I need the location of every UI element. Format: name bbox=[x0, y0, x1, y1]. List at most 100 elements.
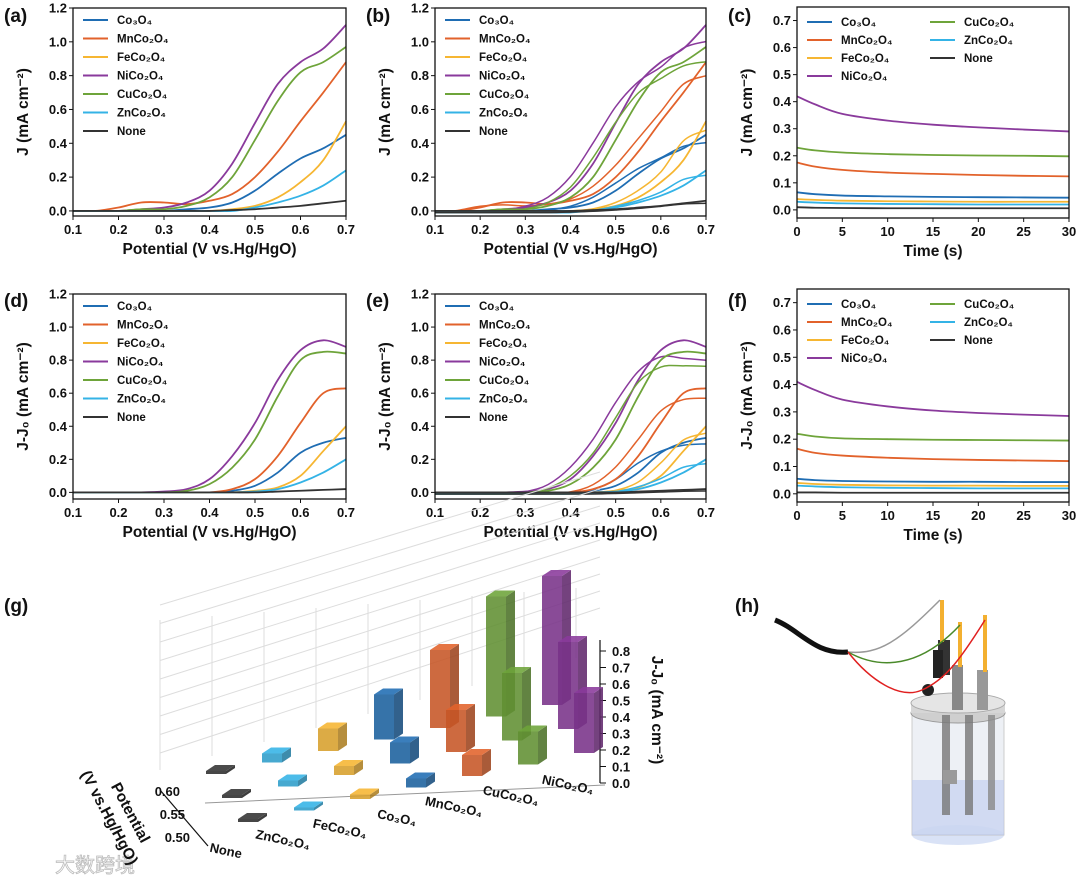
bar-top bbox=[558, 636, 587, 642]
grid-line bbox=[159, 573, 601, 717]
grid-line bbox=[159, 539, 601, 680]
x-tick-label: 30 bbox=[1062, 224, 1076, 239]
x-tick-label: 15 bbox=[926, 508, 940, 523]
bar-Co3O4-0.60 bbox=[374, 688, 403, 740]
series-line-NiCo2O4 bbox=[796, 381, 1070, 417]
legend: Co₃O₄ MnCo₂O₄ FeCo₂O₄ NiCo₂O₄ CuCo₂O₄ ZnCo₂O₄… bbox=[83, 15, 168, 138]
y-axis-label: J-J₀ (mA cm⁻²) bbox=[739, 341, 756, 449]
grid-line bbox=[159, 471, 601, 606]
chart-panel-a: (a) 0.1 0.2 0.3 0.4 0.5 0.6 0.7 0.0 0.2 0.4 0.6 0.8 1… bbox=[4, 1, 355, 259]
bar-side bbox=[426, 772, 435, 788]
series-line-FeCo2O4 bbox=[435, 425, 707, 494]
bar-front bbox=[294, 807, 314, 811]
legend: Co₃O₄ MnCo₂O₄ FeCo₂O₄ NiCo₂O₄ CuCo₂O₄ ZnCo₂O₄… bbox=[445, 15, 530, 138]
panel-label: (f) bbox=[728, 291, 747, 312]
bar-top bbox=[206, 765, 235, 771]
connector bbox=[922, 684, 934, 696]
bar-front bbox=[206, 771, 226, 774]
x-tick-label: 0.2 bbox=[109, 505, 127, 520]
electrochemical-cell-schematic: (h) bbox=[735, 596, 1006, 845]
bar-top bbox=[262, 747, 291, 754]
bar-front bbox=[374, 694, 394, 740]
wire-red bbox=[847, 619, 986, 694]
z-axis-label: J-J₀ (mA cm⁻²) bbox=[648, 656, 665, 764]
bar-side bbox=[394, 688, 403, 740]
legend-label-None: None bbox=[964, 53, 993, 65]
x-axis-label: Potential (V vs.Hg/HgO) bbox=[123, 524, 297, 541]
series-line-Co3O4 bbox=[73, 134, 347, 212]
bar-front bbox=[430, 650, 450, 728]
y-tick-label: 1.0 bbox=[49, 34, 67, 49]
bar-front bbox=[350, 794, 370, 799]
legend-label-MnCo2O4: MnCo₂O₄ bbox=[479, 34, 530, 46]
y-tick-label: 0.6 bbox=[773, 322, 791, 337]
y-tick-label: 0.0 bbox=[49, 485, 67, 500]
y-tick-label: 1.0 bbox=[411, 34, 429, 49]
legend-label-FeCo2O4: FeCo₂O₄ bbox=[117, 52, 165, 64]
bar-side bbox=[370, 788, 379, 799]
series-line-None bbox=[796, 206, 1069, 210]
bar-top bbox=[238, 813, 267, 819]
x-axis-label: Time (s) bbox=[903, 527, 962, 544]
x-tick-label: 0 bbox=[793, 224, 800, 239]
potential-tick-label: 0.55 bbox=[160, 807, 185, 822]
y-axis-label: J-J₀ (mA cm⁻²) bbox=[377, 342, 394, 450]
x-tick-label: 0.7 bbox=[337, 505, 355, 520]
bar-side bbox=[298, 774, 307, 787]
legend-label-NiCo2O4: NiCo₂O₄ bbox=[841, 353, 887, 365]
counter-electrode bbox=[977, 670, 988, 710]
x-tick-label: 0.5 bbox=[607, 505, 625, 520]
y-axis-label: J (mA cm⁻²) bbox=[377, 68, 394, 156]
legend-label-None: None bbox=[117, 412, 146, 424]
y-tick-label: 0.7 bbox=[773, 295, 791, 310]
bar-front bbox=[390, 742, 410, 764]
bar-top bbox=[486, 590, 515, 597]
legend-label-Co3O4: Co₃O₄ bbox=[841, 299, 876, 311]
bar-side bbox=[354, 760, 363, 775]
legend-label-Co3O4: Co₃O₄ bbox=[479, 15, 514, 27]
x-tick-label: 10 bbox=[880, 224, 894, 239]
legend-label-CuCo2O4: CuCo₂O₄ bbox=[964, 299, 1014, 311]
y-tick-label: 0.1 bbox=[773, 175, 791, 190]
legend-label-FeCo2O4: FeCo₂O₄ bbox=[117, 338, 165, 350]
y-axis-label: J (mA cm⁻²) bbox=[15, 68, 32, 156]
x-tick-label: 30 bbox=[1062, 508, 1076, 523]
bar-CuCo2O4-0.50 bbox=[518, 725, 547, 765]
series-line-CuCo2O4 bbox=[796, 432, 1070, 442]
electrode-rod-1 bbox=[942, 715, 950, 815]
y-tick-label: 0.4 bbox=[49, 136, 68, 151]
legend-label-ZnCo2O4: ZnCo₂O₄ bbox=[479, 394, 528, 406]
y-tick-label: 0.1 bbox=[773, 459, 791, 474]
grid-line bbox=[159, 505, 601, 643]
bar-side bbox=[314, 801, 323, 811]
y-axis-label: J-J₀ (mA cm⁻²) bbox=[15, 342, 32, 450]
bar-FeCo2O4-0.60 bbox=[318, 722, 347, 751]
bar-top bbox=[222, 789, 251, 795]
x-tick-label: 0.4 bbox=[200, 505, 219, 520]
z-tick-label: 0.8 bbox=[612, 644, 630, 659]
z-tick-label: 0.7 bbox=[612, 661, 630, 676]
z-tick-label: 0.6 bbox=[612, 677, 630, 692]
bar-side bbox=[226, 765, 235, 774]
watermark: 大数跨境 bbox=[55, 854, 135, 877]
bar-front bbox=[542, 576, 562, 705]
axes-frame bbox=[434, 7, 707, 217]
x-tick-label: 0.7 bbox=[337, 222, 355, 237]
y-tick-label: 0.8 bbox=[49, 68, 67, 83]
legend-label-NiCo2O4: NiCo₂O₄ bbox=[117, 357, 163, 369]
chart-panel-b: (b) 0.1 0.2 0.3 0.4 0.5 0.6 0.7 0.0 0.2 0.4 0.6 0.8 1… bbox=[366, 1, 715, 259]
x-tick-label: 0.5 bbox=[607, 222, 625, 237]
legend-label-NiCo2O4: NiCo₂O₄ bbox=[117, 71, 163, 83]
x-tick-label: 0.3 bbox=[516, 505, 534, 520]
y-tick-label: 0.4 bbox=[49, 419, 68, 434]
bar-top bbox=[430, 644, 459, 650]
bar-MnCo2O4-0.50 bbox=[462, 749, 491, 776]
chart-panel-c: (c) 0 5 10 15 20 25 30 0.0 0.1 0.2 0.3 0.4 0.5 0.6 0.7 T… bbox=[728, 6, 1076, 260]
y-tick-label: 0.7 bbox=[773, 13, 791, 28]
series-line-Co3O4 bbox=[796, 191, 1070, 199]
series-line-MnCo2O4 bbox=[434, 61, 707, 213]
working-electrode bbox=[952, 665, 963, 710]
category-label-MnCo2O4: MnCo₂O₄ bbox=[424, 793, 484, 820]
legend-label-CuCo2O4: CuCo₂O₄ bbox=[479, 89, 529, 101]
bar-top bbox=[518, 725, 547, 732]
